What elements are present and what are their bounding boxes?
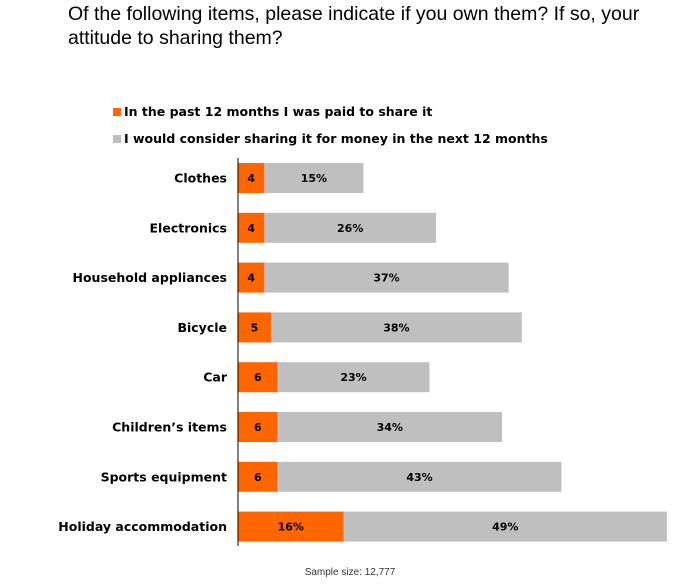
- legend-swatch-consider: [113, 135, 121, 143]
- data-label-consider-children-s-items: 34%: [377, 421, 403, 434]
- legend-swatch-paid: [113, 108, 121, 116]
- bar-consider-bicycle: [271, 312, 522, 343]
- bar-paid-children-s-items: [238, 412, 278, 442]
- data-label-consider-bicycle: 38%: [383, 321, 409, 334]
- bar-consider-electronics: [264, 212, 436, 243]
- data-label-consider-car: 23%: [340, 371, 366, 384]
- data-label-consider-clothes: 15%: [301, 172, 327, 185]
- category-label-bicycle: Bicycle: [177, 320, 227, 335]
- bar-paid-clothes: [238, 163, 265, 193]
- bar-consider-children-s-items: [277, 412, 502, 442]
- category-label-electronics: Electronics: [150, 220, 227, 235]
- data-label-paid-sports-equipment: 6: [254, 471, 262, 484]
- data-label-paid-children-s-items: 6: [254, 421, 262, 434]
- bar-paid-car: [238, 362, 278, 393]
- data-label-paid-electronics: 4: [247, 222, 255, 235]
- legend-item-consider: I would consider sharing it for money in…: [113, 131, 548, 146]
- data-label-paid-household-appliances: 4: [247, 272, 255, 285]
- bar-paid-holiday-accommodation: [238, 511, 344, 542]
- bar-consider-clothes: [264, 163, 364, 193]
- bar-paid-household-appliances: [238, 262, 265, 293]
- bar-consider-sports-equipment: [277, 461, 562, 492]
- category-label-holiday-accommodation: Holiday accommodation: [58, 519, 227, 534]
- legend-label-consider: I would consider sharing it for money in…: [124, 131, 548, 146]
- data-label-consider-household-appliances: 37%: [373, 272, 399, 285]
- bar-paid-electronics: [238, 212, 265, 243]
- category-label-clothes: Clothes: [174, 171, 227, 186]
- sample-size-note: Sample size: 12,777: [304, 567, 396, 578]
- bar-paid-bicycle: [238, 312, 271, 343]
- data-label-consider-holiday-accommodation: 49%: [492, 521, 518, 534]
- category-label-household-appliances: Household appliances: [73, 270, 228, 285]
- category-label-car: Car: [203, 370, 228, 385]
- legend-item-paid: In the past 12 months I was paid to shar…: [113, 104, 432, 119]
- data-label-paid-car: 6: [254, 371, 262, 384]
- bar-consider-car: [277, 362, 430, 393]
- data-label-paid-bicycle: 5: [251, 321, 259, 334]
- legend-label-paid: In the past 12 months I was paid to shar…: [124, 104, 433, 119]
- category-label-sports-equipment: Sports equipment: [101, 469, 227, 484]
- data-label-consider-sports-equipment: 43%: [406, 471, 432, 484]
- data-label-consider-electronics: 26%: [337, 222, 363, 235]
- data-label-paid-clothes: 4: [247, 172, 255, 185]
- chart-title: Of the following items, please indicate …: [68, 3, 640, 49]
- bar-consider-household-appliances: [264, 262, 509, 293]
- bar-consider-holiday-accommodation: [343, 511, 667, 542]
- bar-paid-sports-equipment: [238, 461, 278, 492]
- data-label-paid-holiday-accommodation: 16%: [278, 521, 304, 534]
- category-label-children-s-items: Children’s items: [112, 420, 227, 435]
